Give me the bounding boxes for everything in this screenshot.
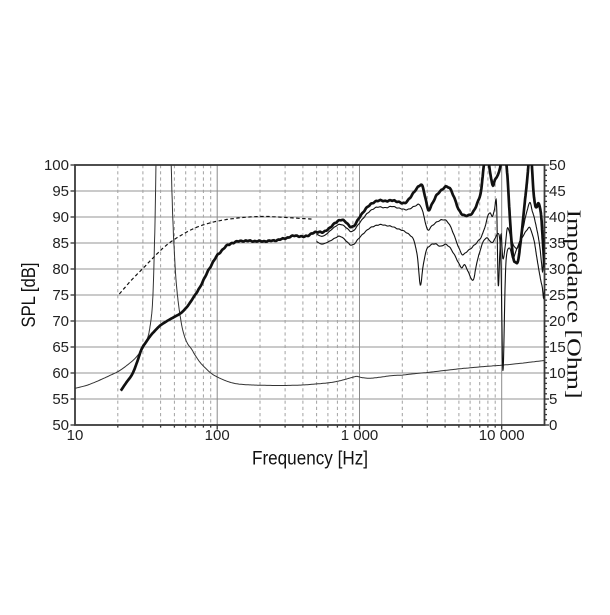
- svg-text:0: 0: [549, 417, 557, 434]
- svg-text:50: 50: [549, 157, 566, 174]
- svg-text:35: 35: [549, 235, 566, 252]
- svg-text:50: 50: [52, 417, 69, 434]
- svg-text:60: 60: [52, 365, 69, 382]
- svg-text:15: 15: [549, 339, 566, 356]
- svg-text:10: 10: [549, 365, 566, 382]
- svg-text:SPL [dB]: SPL [dB]: [18, 263, 40, 328]
- svg-text:55: 55: [52, 391, 69, 408]
- svg-text:1 000: 1 000: [341, 427, 379, 444]
- svg-text:85: 85: [52, 235, 69, 252]
- svg-text:75: 75: [52, 287, 69, 304]
- svg-text:Frequency [Hz]: Frequency [Hz]: [252, 448, 368, 470]
- svg-text:45: 45: [549, 183, 566, 200]
- svg-text:65: 65: [52, 339, 69, 356]
- svg-text:20: 20: [549, 313, 566, 330]
- svg-text:40: 40: [549, 209, 566, 226]
- svg-text:Impedance [Ohm]: Impedance [Ohm]: [563, 210, 585, 399]
- svg-text:80: 80: [52, 261, 69, 278]
- svg-text:10 000: 10 000: [479, 427, 525, 444]
- svg-text:10: 10: [67, 427, 84, 444]
- svg-text:70: 70: [52, 313, 69, 330]
- svg-text:25: 25: [549, 287, 566, 304]
- svg-text:30: 30: [549, 261, 566, 278]
- svg-text:95: 95: [52, 183, 69, 200]
- svg-text:5: 5: [549, 391, 557, 408]
- svg-text:100: 100: [44, 157, 69, 174]
- svg-text:100: 100: [205, 427, 230, 444]
- svg-text:90: 90: [52, 209, 69, 226]
